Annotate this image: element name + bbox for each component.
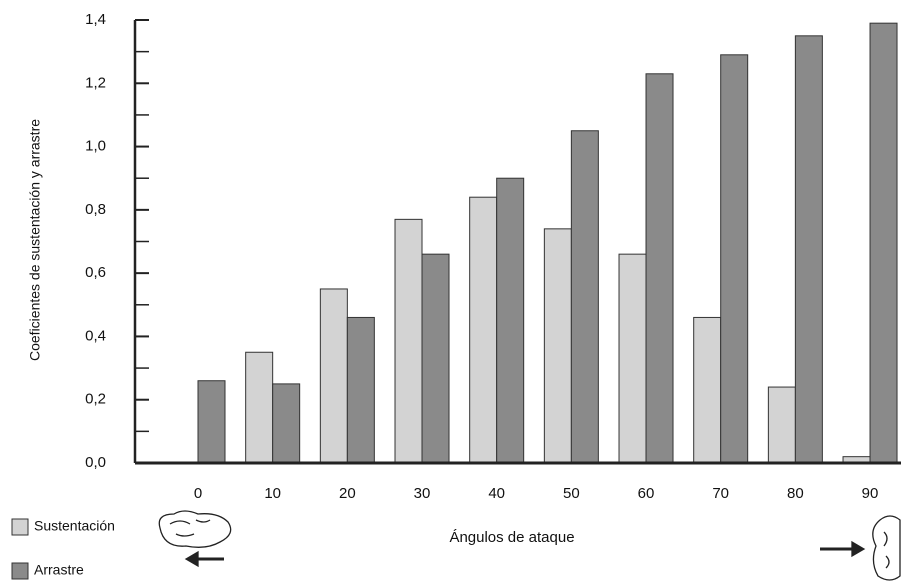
- bar: [795, 36, 822, 463]
- bar: [646, 74, 673, 463]
- bar: [694, 317, 721, 463]
- seed-icon-left: [159, 511, 230, 566]
- x-tick-label: 80: [787, 485, 804, 502]
- seed-icon-right: [820, 516, 900, 580]
- bar: [870, 23, 897, 463]
- bar: [395, 219, 422, 463]
- bar: [721, 55, 748, 463]
- x-tick-label: 60: [638, 485, 655, 502]
- page: Coeficientes de sustentación y arrastre …: [0, 0, 901, 582]
- bar: [320, 289, 347, 463]
- bar: [768, 387, 795, 463]
- y-tick-label: 0,0: [85, 454, 106, 471]
- x-axis-label: Ángulos de ataque: [449, 529, 574, 546]
- legend-label: Arrastre: [34, 562, 84, 578]
- x-tick-label: 30: [414, 485, 431, 502]
- x-tick-label: 0: [194, 485, 202, 502]
- bar: [544, 229, 571, 463]
- bar: [470, 197, 497, 463]
- y-tick-label: 0,4: [85, 327, 106, 344]
- y-tick-label: 1,2: [85, 74, 106, 91]
- bar: [273, 384, 300, 463]
- legend-label: Sustentación: [34, 518, 115, 534]
- bar: [571, 131, 598, 463]
- y-tick-label: 1,0: [85, 138, 106, 155]
- legend-swatch: [12, 519, 28, 535]
- y-tick-label: 0,8: [85, 201, 106, 218]
- bar: [497, 178, 524, 463]
- x-tick-label: 10: [264, 485, 281, 502]
- x-tick-label: 40: [488, 485, 505, 502]
- x-tick-label: 90: [862, 485, 879, 502]
- y-axis-label: Coeficientes de sustentación y arrastre: [27, 119, 43, 361]
- y-tick-label: 0,6: [85, 264, 106, 281]
- y-tick-label: 1,4: [85, 11, 106, 28]
- bar: [198, 381, 225, 463]
- x-tick-label: 20: [339, 485, 356, 502]
- bar: [619, 254, 646, 463]
- x-tick-label: 50: [563, 485, 580, 502]
- legend-swatch: [12, 563, 28, 579]
- chart: Coeficientes de sustentación y arrastre …: [0, 0, 901, 582]
- x-tick-label: 70: [712, 485, 729, 502]
- bar: [422, 254, 449, 463]
- bar: [246, 352, 273, 463]
- y-tick-label: 0,2: [85, 391, 106, 408]
- bar: [347, 317, 374, 463]
